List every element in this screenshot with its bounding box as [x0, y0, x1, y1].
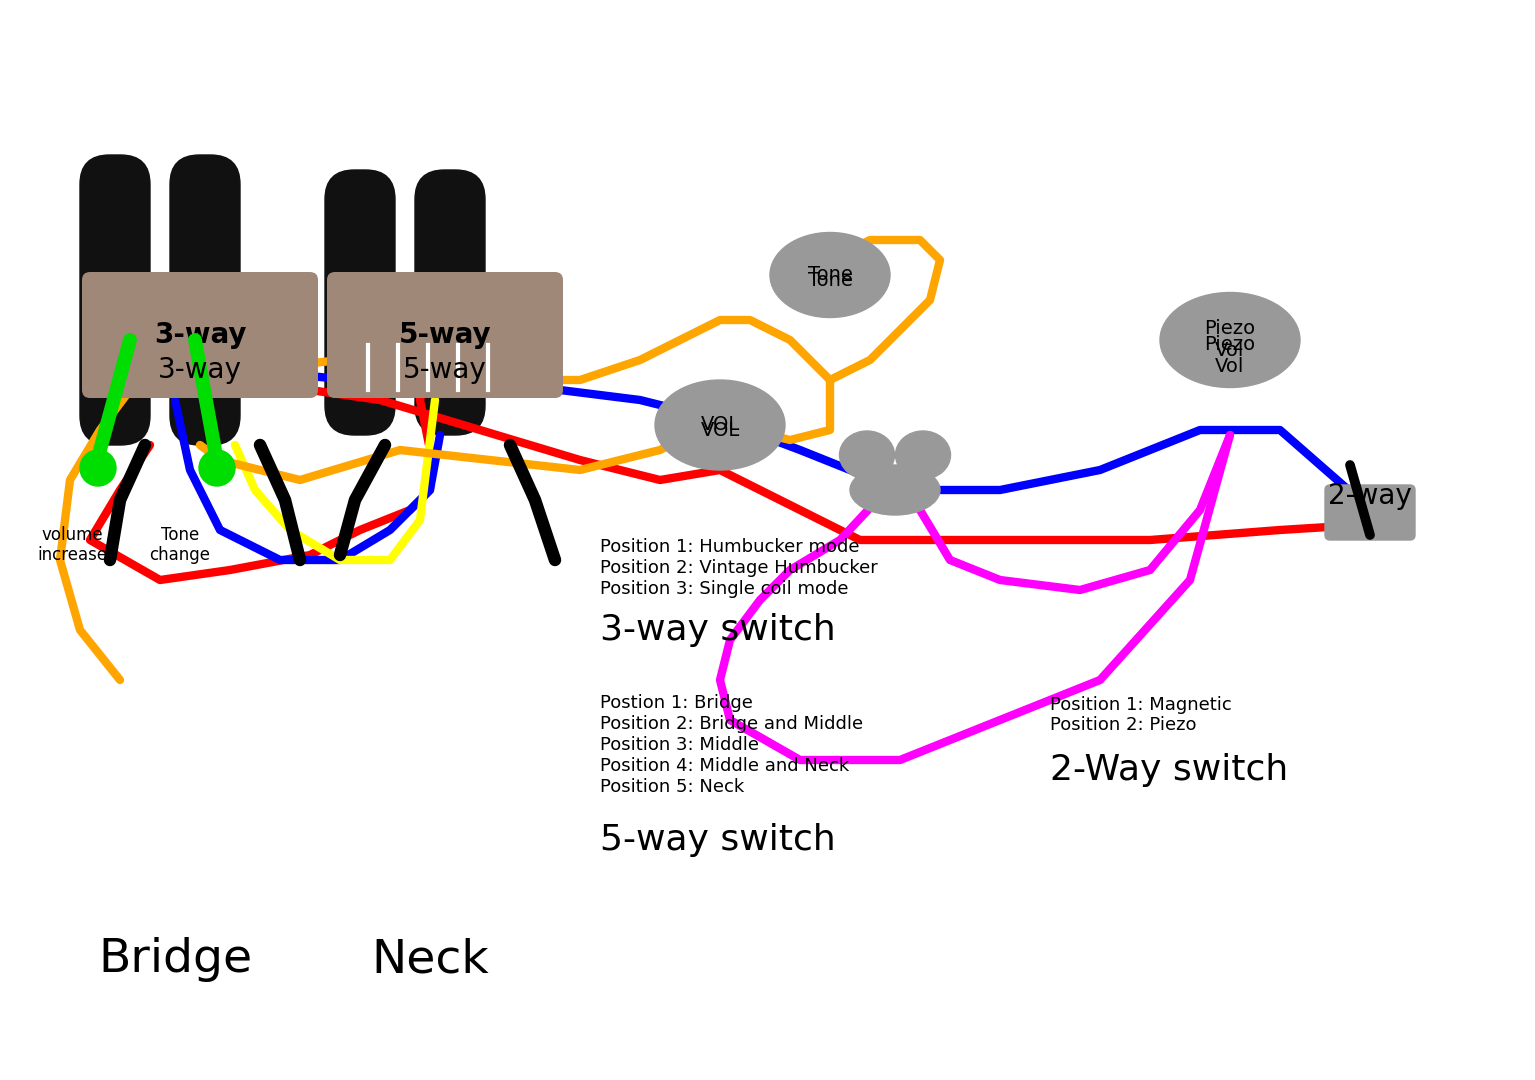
Ellipse shape [840, 431, 895, 480]
Circle shape [80, 450, 117, 486]
Text: Postion 1: Bridge
Position 2: Bridge and Middle
Position 3: Middle
Position 4: M: Postion 1: Bridge Position 2: Bridge and… [600, 694, 863, 796]
Text: Bridge: Bridge [98, 937, 252, 983]
FancyBboxPatch shape [414, 170, 485, 435]
Text: 3-way: 3-way [154, 321, 246, 349]
Text: 2-Way switch: 2-Way switch [1050, 753, 1288, 787]
FancyBboxPatch shape [80, 156, 150, 445]
Text: 2-way: 2-way [1328, 482, 1412, 510]
Text: 5-way: 5-way [404, 356, 487, 384]
Text: Tone: Tone [807, 270, 852, 289]
Text: 3-way switch: 3-way switch [600, 613, 835, 647]
Text: Position 1: Magnetic
Position 2: Piezo: Position 1: Magnetic Position 2: Piezo [1050, 696, 1231, 734]
Text: volume
increase: volume increase [37, 526, 107, 565]
Ellipse shape [895, 431, 950, 480]
Text: Tone: Tone [807, 266, 852, 284]
Ellipse shape [850, 465, 939, 515]
Text: Piezo
Vol: Piezo Vol [1205, 335, 1256, 376]
FancyBboxPatch shape [81, 272, 318, 399]
Text: Tone
change: Tone change [149, 526, 210, 565]
Circle shape [200, 450, 235, 486]
Text: 5-way: 5-way [399, 321, 491, 349]
FancyBboxPatch shape [1325, 485, 1415, 540]
FancyBboxPatch shape [327, 272, 563, 399]
FancyBboxPatch shape [325, 170, 394, 435]
Ellipse shape [655, 380, 784, 470]
Text: Neck: Neck [371, 937, 488, 983]
Text: 3-way: 3-way [158, 356, 243, 384]
Text: VOL: VOL [700, 420, 740, 440]
Text: Piezo
Vol: Piezo Vol [1205, 320, 1256, 361]
Ellipse shape [1160, 293, 1300, 388]
Ellipse shape [771, 232, 890, 318]
Text: Position 1: Humbucker mode
Position 2: Vintage Humbucker
Position 3: Single coil: Position 1: Humbucker mode Position 2: V… [600, 538, 878, 598]
FancyBboxPatch shape [170, 156, 239, 445]
Text: 5-way switch: 5-way switch [600, 823, 835, 858]
Text: VOL: VOL [700, 416, 740, 434]
